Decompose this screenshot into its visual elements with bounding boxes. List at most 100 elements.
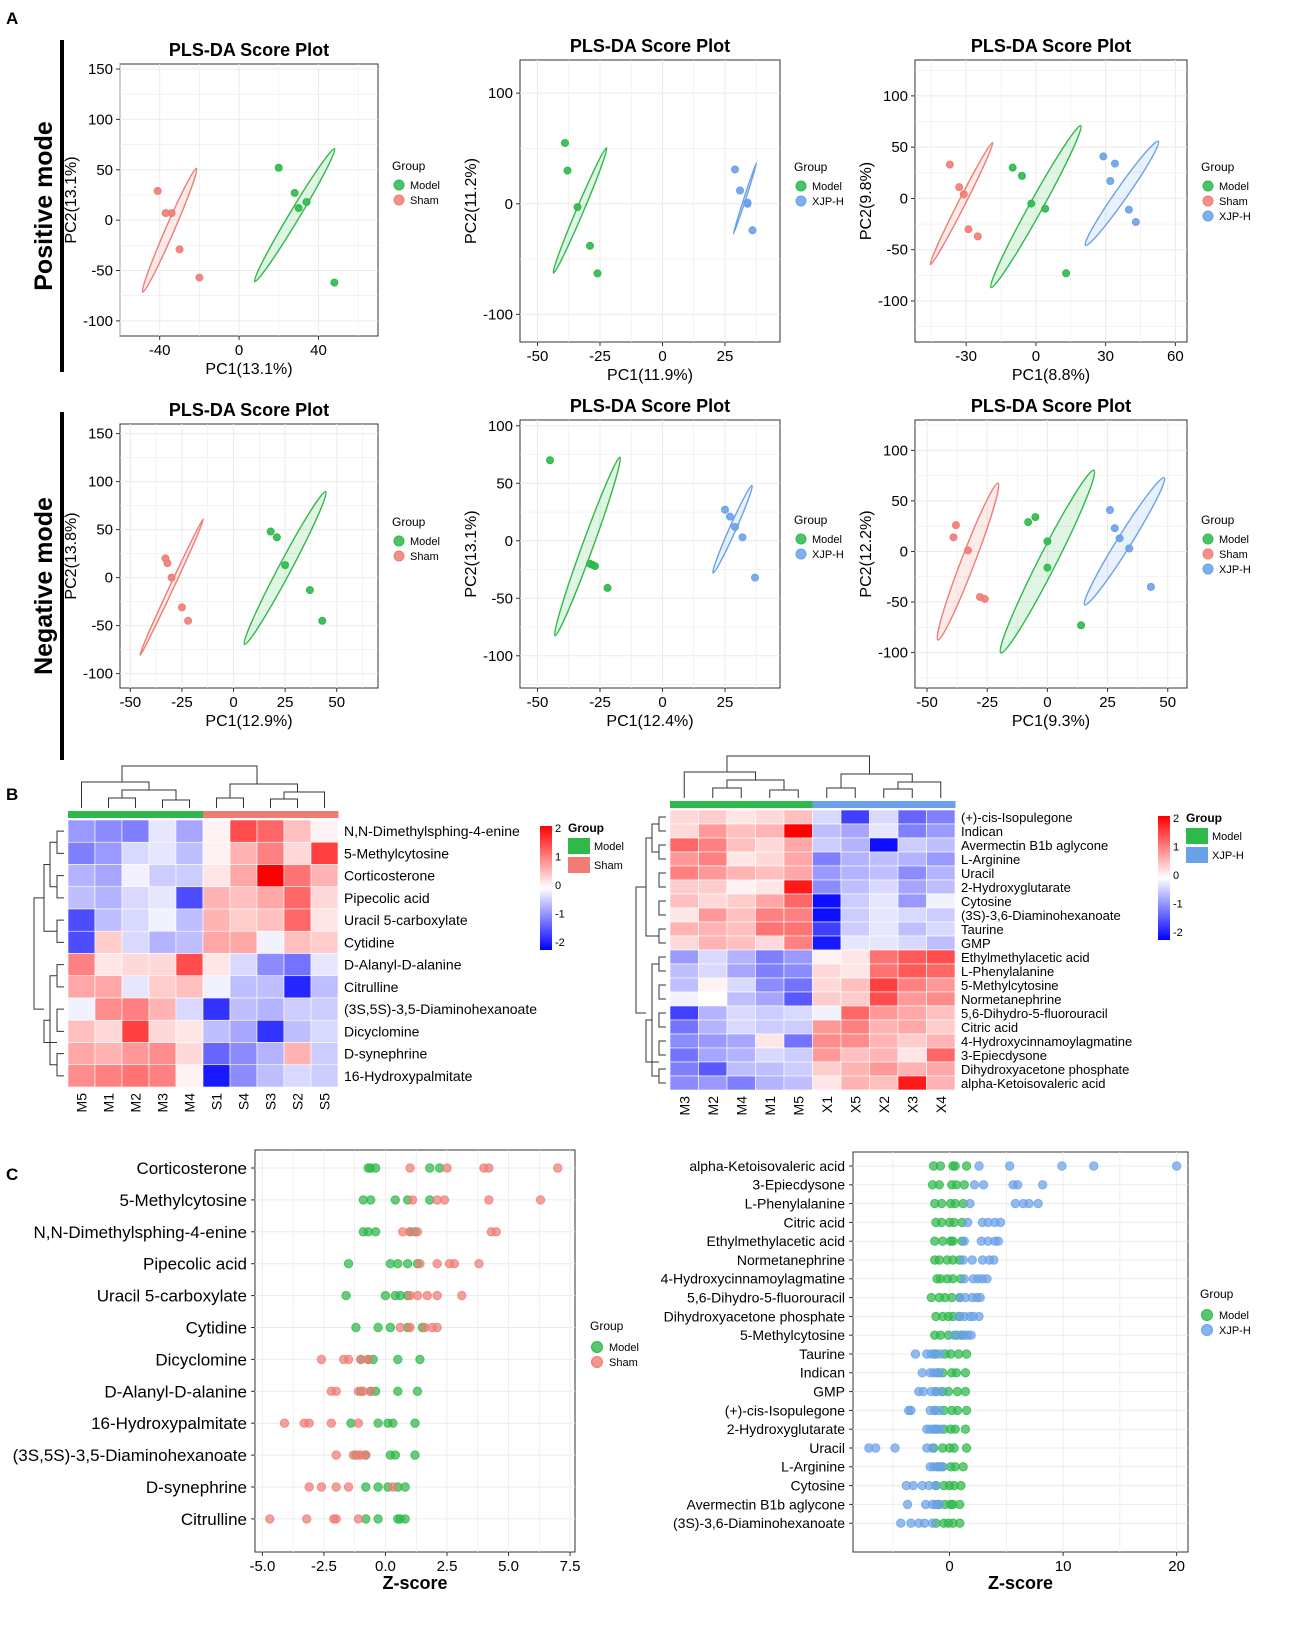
legend-label: Model <box>594 841 624 853</box>
dendrogram-branch <box>33 897 44 1010</box>
legend-label: Model <box>609 1342 639 1354</box>
y-tick-label: 150 <box>88 61 113 78</box>
zscore-point <box>343 1354 354 1365</box>
legend-label: Sham <box>594 860 623 872</box>
heatmap-cell <box>926 991 956 1007</box>
score-point <box>959 190 968 199</box>
heatmap-cell <box>783 1019 813 1035</box>
heatmap-cell <box>256 997 285 1021</box>
y-tick-label: 0 <box>900 190 908 207</box>
zscore-point <box>934 1499 945 1510</box>
heatmap-cell <box>256 908 285 932</box>
metabolite-label: (3S,5S)-3,5-Diaminohexanoate <box>13 1446 247 1465</box>
heatmap-cell <box>926 865 956 881</box>
heatmap-cell <box>202 886 231 910</box>
score-point <box>184 616 193 625</box>
zscore-point <box>961 1443 972 1453</box>
y-tick-label: -100 <box>83 313 113 330</box>
heatmap-cell <box>256 886 285 910</box>
heatmap-cell <box>94 1064 123 1088</box>
score-point <box>738 533 747 542</box>
heatmap-cell <box>926 935 956 951</box>
heatmap-row-label: Pipecolic acid <box>344 890 430 906</box>
legend-label: Sham <box>410 195 439 207</box>
legend-title: Group <box>794 160 828 174</box>
heatmap-cell <box>840 963 870 979</box>
legend-label: Model <box>812 534 842 546</box>
zscore-point <box>955 1499 965 1510</box>
zscore-point <box>370 1227 381 1237</box>
heatmap-cell <box>812 809 842 825</box>
legend-label: Model <box>1219 534 1249 546</box>
y-tick-label: -100 <box>483 306 513 323</box>
zscore-plot-z1: Corticosterone 5-Methylcytosine N,N-Dimeth… <box>13 1149 639 1593</box>
group-band-cell <box>727 801 756 808</box>
heatmap-cell <box>783 963 813 979</box>
heatmap-cell <box>283 841 312 865</box>
zscore-point <box>1037 1180 1048 1190</box>
dendrogram-branch <box>712 787 742 798</box>
heatmap-cell <box>175 841 204 865</box>
heatmap-cell <box>726 949 756 965</box>
heatmap-cell <box>897 1075 927 1091</box>
zscore-point <box>343 1259 354 1269</box>
heatmap-cell <box>283 1042 312 1066</box>
heatmap-heat1: N,N-Dimethylsphing-4-enine 5-Methylcytosi… <box>33 765 624 1112</box>
y-tick-label: 50 <box>96 162 113 179</box>
heatmap-cell <box>755 1019 785 1035</box>
zscore-point <box>902 1499 913 1510</box>
heatmap-column-label: M5 <box>790 1096 806 1116</box>
heatmap-cell <box>67 908 96 932</box>
chart-title: PLS-DA Score Plot <box>169 400 329 420</box>
metabolite-label: Citric acid <box>784 1214 845 1230</box>
score-point <box>318 616 327 625</box>
y-axis-label: PC2(13.8%) <box>63 512 80 599</box>
heatmap-cell <box>840 1033 870 1049</box>
heatmap-cell <box>897 865 927 881</box>
heatmap-cell <box>669 879 699 895</box>
metabolite-label: Ethylmethylacetic acid <box>706 1233 845 1249</box>
score-point <box>951 521 960 530</box>
score-point <box>748 226 757 235</box>
heatmap-cell <box>698 921 728 937</box>
zscore-point <box>370 1163 381 1173</box>
y-tick-label: -100 <box>878 293 908 310</box>
metabolite-label: Normetanephrine <box>737 1252 845 1268</box>
zscore-point <box>969 1180 980 1190</box>
heatmap-cell <box>726 865 756 881</box>
heatmap-cell <box>310 1019 339 1043</box>
zscore-point <box>390 1195 401 1205</box>
heatmap-cell <box>926 1019 956 1035</box>
heatmap-cell <box>755 949 785 965</box>
heatmap-row-label: D-Alanyl-D-alanine <box>344 957 462 973</box>
heatmap-cell <box>840 1061 870 1077</box>
heatmap-cell <box>755 1075 785 1091</box>
heatmap-cell <box>812 1033 842 1049</box>
score-point <box>561 138 569 147</box>
heatmap-cell <box>783 1005 813 1021</box>
heatmap-cell <box>926 1005 956 1021</box>
heatmap-cell <box>669 1047 699 1063</box>
heatmap-cell <box>256 975 285 999</box>
score-point <box>274 163 283 172</box>
zscore-point <box>341 1290 351 1301</box>
heatmap-row-label: Citric acid <box>961 1020 1018 1035</box>
x-tick-label: -30 <box>955 348 977 365</box>
x-axis-label: PC1(12.9%) <box>205 713 292 730</box>
heatmap-cell <box>698 851 728 867</box>
score-point <box>586 241 594 250</box>
heatmap-cell <box>726 935 756 951</box>
heatmap-cell <box>840 851 870 867</box>
zscore-point <box>353 1418 364 1428</box>
dendrogram-branch <box>56 964 64 988</box>
y-tick-label: 100 <box>488 85 513 102</box>
heatmap-cell <box>67 1042 96 1066</box>
heatmap-cell <box>840 907 870 923</box>
heatmap-row-label: Citrulline <box>344 979 399 995</box>
dendrogram-branch <box>270 798 298 808</box>
zscore-point <box>1171 1161 1182 1171</box>
score-point <box>1110 159 1119 168</box>
heatmap-cell <box>755 935 785 951</box>
color-scale-tick: 1 <box>1173 842 1179 854</box>
zscore-point <box>393 1386 403 1397</box>
